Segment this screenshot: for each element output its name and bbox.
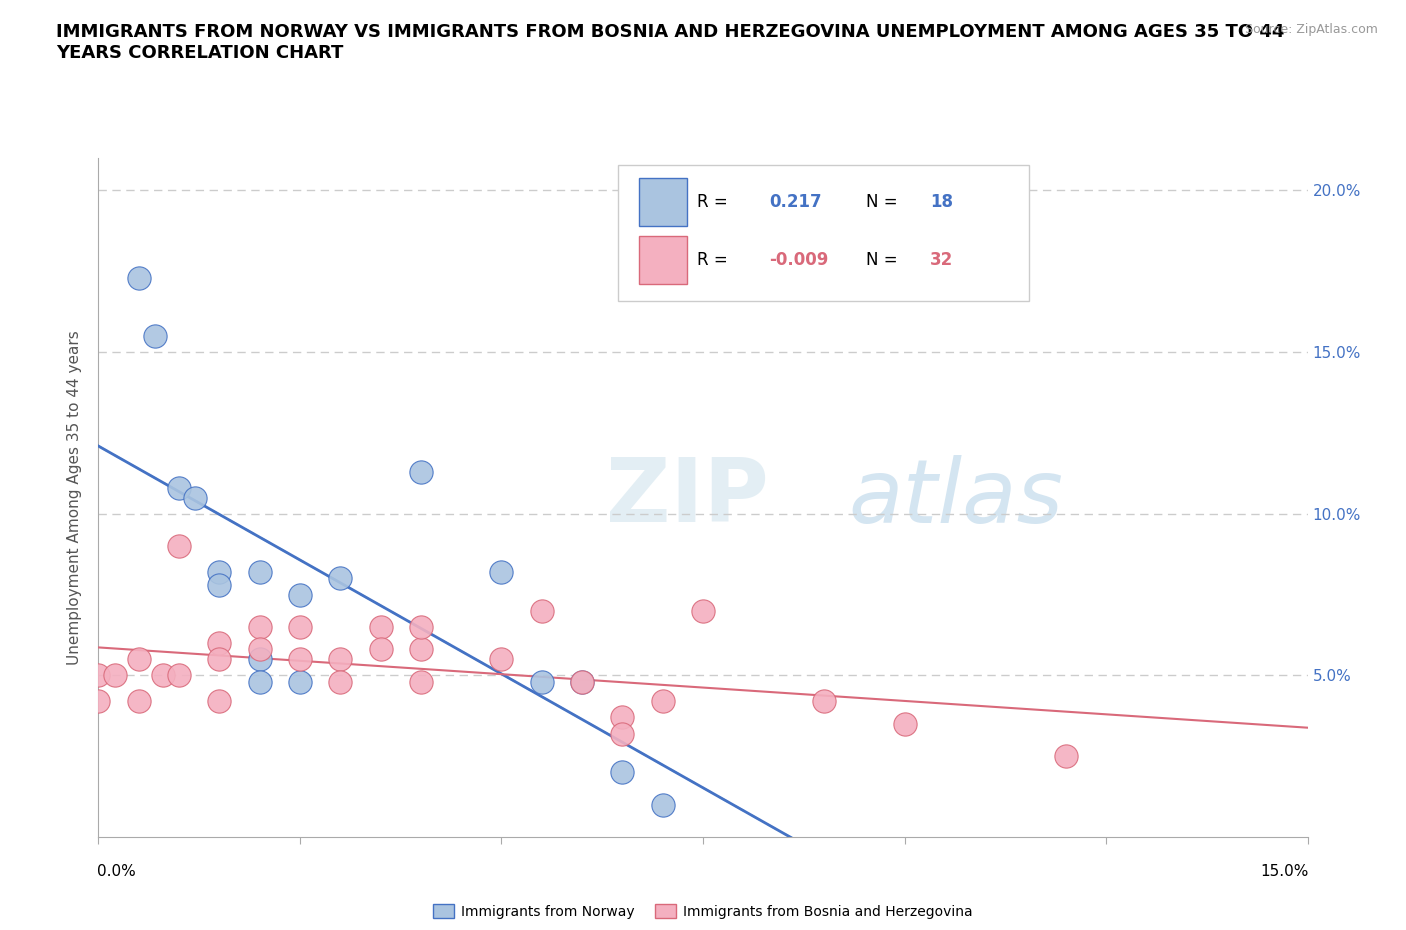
Point: [491, 565, 513, 579]
Point: [208, 565, 231, 579]
Text: IMMIGRANTS FROM NORWAY VS IMMIGRANTS FROM BOSNIA AND HERZEGOVINA UNEMPLOYMENT AM: IMMIGRANTS FROM NORWAY VS IMMIGRANTS FRO…: [56, 23, 1285, 62]
Point: [409, 464, 432, 479]
Point: [249, 565, 271, 579]
Point: [288, 652, 311, 667]
Point: [249, 642, 271, 657]
Y-axis label: Unemployment Among Ages 35 to 44 years: Unemployment Among Ages 35 to 44 years: [67, 330, 83, 665]
Text: -0.009: -0.009: [769, 251, 830, 269]
Point: [208, 578, 231, 592]
Point: [491, 652, 513, 667]
Point: [329, 652, 352, 667]
Point: [152, 668, 174, 683]
Text: Source: ZipAtlas.com: Source: ZipAtlas.com: [1244, 23, 1378, 36]
Point: [288, 674, 311, 689]
Point: [813, 694, 835, 709]
Point: [143, 328, 166, 343]
Point: [208, 694, 231, 709]
Point: [651, 797, 673, 812]
Text: ZIP: ZIP: [606, 454, 769, 541]
Point: [612, 726, 634, 741]
Text: atlas: atlas: [848, 455, 1063, 540]
Point: [370, 619, 392, 634]
Point: [409, 642, 432, 657]
Text: 15.0%: 15.0%: [1260, 864, 1309, 879]
Point: [329, 674, 352, 689]
Point: [1054, 749, 1077, 764]
Point: [103, 668, 125, 683]
Point: [571, 674, 593, 689]
Text: N =: N =: [866, 193, 898, 211]
Point: [208, 635, 231, 650]
Text: R =: R =: [697, 193, 728, 211]
Point: [409, 674, 432, 689]
Point: [249, 619, 271, 634]
Text: 32: 32: [931, 251, 953, 269]
Point: [370, 642, 392, 657]
Point: [288, 619, 311, 634]
Point: [692, 604, 714, 618]
Point: [184, 490, 207, 505]
Point: [612, 710, 634, 724]
Point: [249, 674, 271, 689]
Point: [651, 694, 673, 709]
FancyBboxPatch shape: [619, 165, 1029, 300]
Point: [87, 668, 110, 683]
Point: [409, 619, 432, 634]
Point: [329, 571, 352, 586]
Point: [128, 694, 150, 709]
Point: [612, 764, 634, 779]
Point: [893, 716, 915, 731]
Point: [87, 694, 110, 709]
Point: [128, 652, 150, 667]
Point: [288, 587, 311, 602]
Text: 18: 18: [931, 193, 953, 211]
Point: [167, 538, 190, 553]
Point: [208, 652, 231, 667]
Legend: Immigrants from Norway, Immigrants from Bosnia and Herzegovina: Immigrants from Norway, Immigrants from …: [427, 898, 979, 924]
FancyBboxPatch shape: [638, 179, 688, 226]
Point: [128, 271, 150, 286]
Point: [249, 652, 271, 667]
FancyBboxPatch shape: [638, 236, 688, 284]
Point: [571, 674, 593, 689]
Text: N =: N =: [866, 251, 898, 269]
Point: [530, 604, 553, 618]
Text: 0.0%: 0.0%: [97, 864, 136, 879]
Point: [167, 481, 190, 496]
Text: 0.217: 0.217: [769, 193, 823, 211]
Point: [530, 674, 553, 689]
Text: R =: R =: [697, 251, 728, 269]
Point: [167, 668, 190, 683]
